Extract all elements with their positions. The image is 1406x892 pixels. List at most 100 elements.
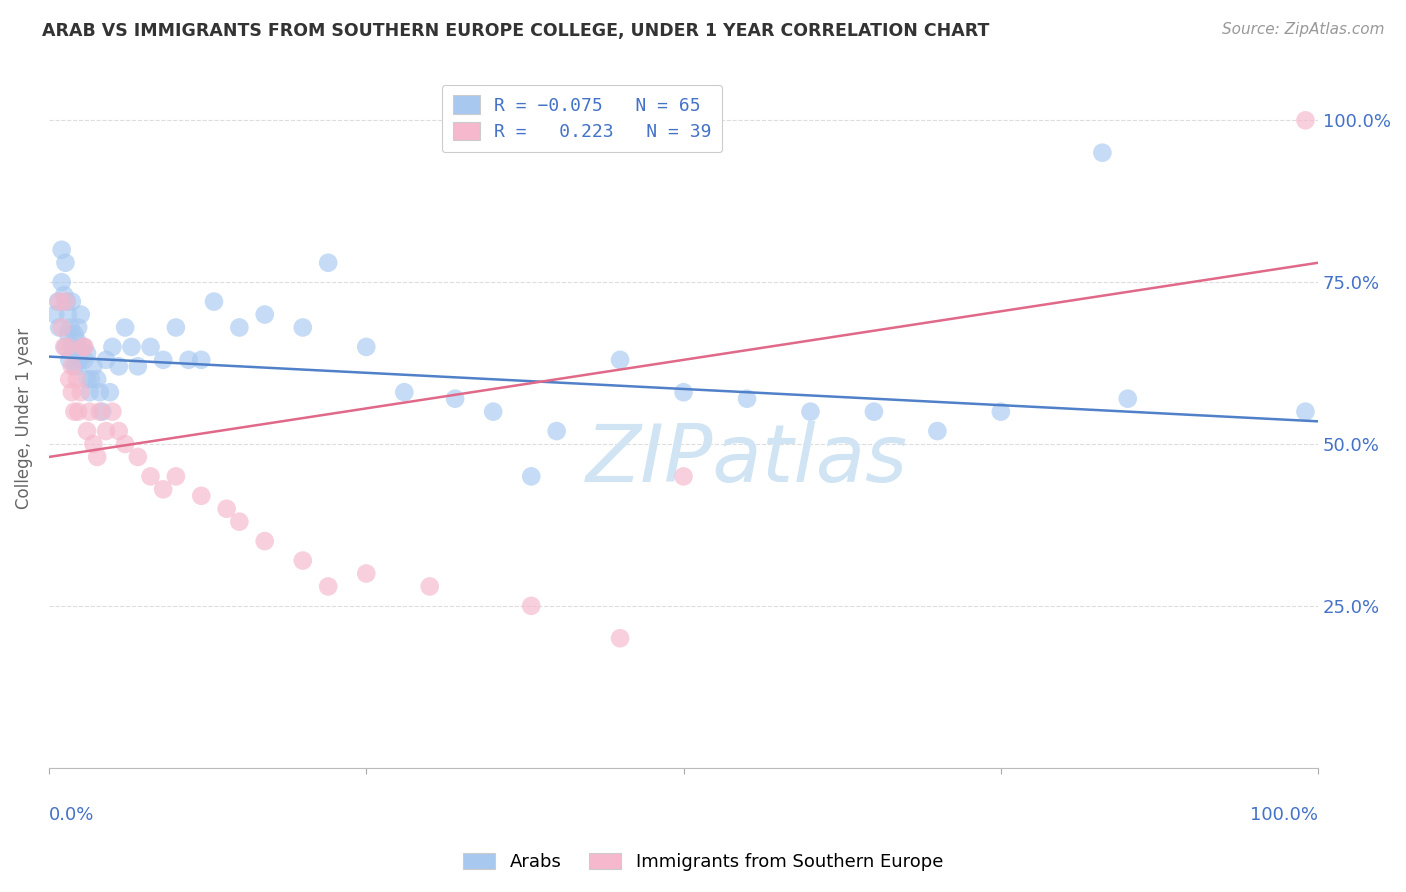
Point: [82, 359, 104, 374]
Point: [86, 372, 108, 386]
Point: [66, 334, 89, 348]
Point: [394, 385, 416, 400]
Point: [107, 424, 129, 438]
Point: [58, 372, 80, 386]
Point: [127, 450, 149, 464]
Point: [190, 489, 212, 503]
Point: [114, 437, 136, 451]
Point: [66, 359, 89, 374]
Point: [73, 340, 96, 354]
Point: [735, 392, 758, 406]
Point: [67, 404, 90, 418]
Legend: Arabs, Immigrants from Southern Europe: Arabs, Immigrants from Southern Europe: [456, 846, 950, 879]
Point: [253, 308, 276, 322]
Point: [79, 404, 101, 418]
Point: [356, 566, 378, 581]
Legend: R = −0.075   N = 65, R =   0.223   N = 39: R = −0.075 N = 65, R = 0.223 N = 39: [441, 85, 723, 153]
Point: [56, 326, 79, 341]
Point: [114, 320, 136, 334]
Point: [51, 275, 73, 289]
Point: [165, 320, 187, 334]
Point: [1091, 145, 1114, 160]
Point: [53, 288, 76, 302]
Point: [76, 424, 98, 438]
Point: [228, 320, 250, 334]
Point: [72, 340, 94, 354]
Point: [101, 340, 124, 354]
Point: [215, 501, 238, 516]
Text: 0.0%: 0.0%: [49, 806, 94, 824]
Point: [202, 294, 225, 309]
Point: [228, 515, 250, 529]
Point: [86, 450, 108, 464]
Point: [101, 404, 124, 418]
Point: [291, 553, 314, 567]
Point: [672, 385, 695, 400]
Point: [94, 424, 117, 438]
Point: [63, 326, 86, 341]
Point: [520, 599, 543, 613]
Point: [356, 340, 378, 354]
Point: [253, 534, 276, 549]
Point: [60, 340, 83, 354]
Point: [66, 372, 89, 386]
Point: [53, 340, 76, 354]
Point: [127, 359, 149, 374]
Point: [1116, 392, 1139, 406]
Point: [91, 404, 114, 418]
Point: [79, 385, 101, 400]
Point: [72, 340, 94, 354]
Point: [82, 437, 104, 451]
Point: [55, 256, 77, 270]
Point: [316, 256, 339, 270]
Point: [67, 320, 90, 334]
Text: 100.0%: 100.0%: [1250, 806, 1319, 824]
Text: ARAB VS IMMIGRANTS FROM SOUTHERN EUROPE COLLEGE, UNDER 1 YEAR CORRELATION CHART: ARAB VS IMMIGRANTS FROM SOUTHERN EUROPE …: [42, 22, 990, 40]
Point: [51, 320, 73, 334]
Point: [60, 294, 83, 309]
Point: [63, 359, 86, 374]
Point: [89, 404, 111, 418]
Point: [520, 469, 543, 483]
Point: [48, 320, 70, 334]
Point: [56, 308, 79, 322]
Point: [44, 308, 66, 322]
Point: [177, 352, 200, 367]
Point: [98, 385, 121, 400]
Point: [51, 243, 73, 257]
Point: [444, 392, 467, 406]
Point: [69, 308, 91, 322]
Point: [419, 579, 441, 593]
Point: [76, 346, 98, 360]
Point: [139, 340, 162, 354]
Point: [152, 483, 174, 497]
Point: [63, 404, 86, 418]
Point: [863, 404, 886, 418]
Point: [60, 385, 83, 400]
Point: [69, 385, 91, 400]
Point: [60, 359, 83, 374]
Point: [58, 352, 80, 367]
Text: Source: ZipAtlas.com: Source: ZipAtlas.com: [1222, 22, 1385, 37]
Point: [73, 352, 96, 367]
Point: [152, 352, 174, 367]
Point: [482, 404, 505, 418]
Point: [316, 579, 339, 593]
Point: [121, 340, 143, 354]
Point: [672, 469, 695, 483]
Point: [1294, 113, 1316, 128]
Point: [799, 404, 821, 418]
Point: [55, 340, 77, 354]
Point: [609, 352, 631, 367]
Point: [990, 404, 1012, 418]
Y-axis label: College, Under 1 year: College, Under 1 year: [15, 327, 32, 508]
Point: [76, 372, 98, 386]
Text: ZIPatlas: ZIPatlas: [586, 421, 908, 499]
Point: [927, 424, 949, 438]
Point: [107, 359, 129, 374]
Point: [139, 469, 162, 483]
Point: [609, 631, 631, 645]
Point: [55, 294, 77, 309]
Point: [89, 385, 111, 400]
Point: [56, 340, 79, 354]
